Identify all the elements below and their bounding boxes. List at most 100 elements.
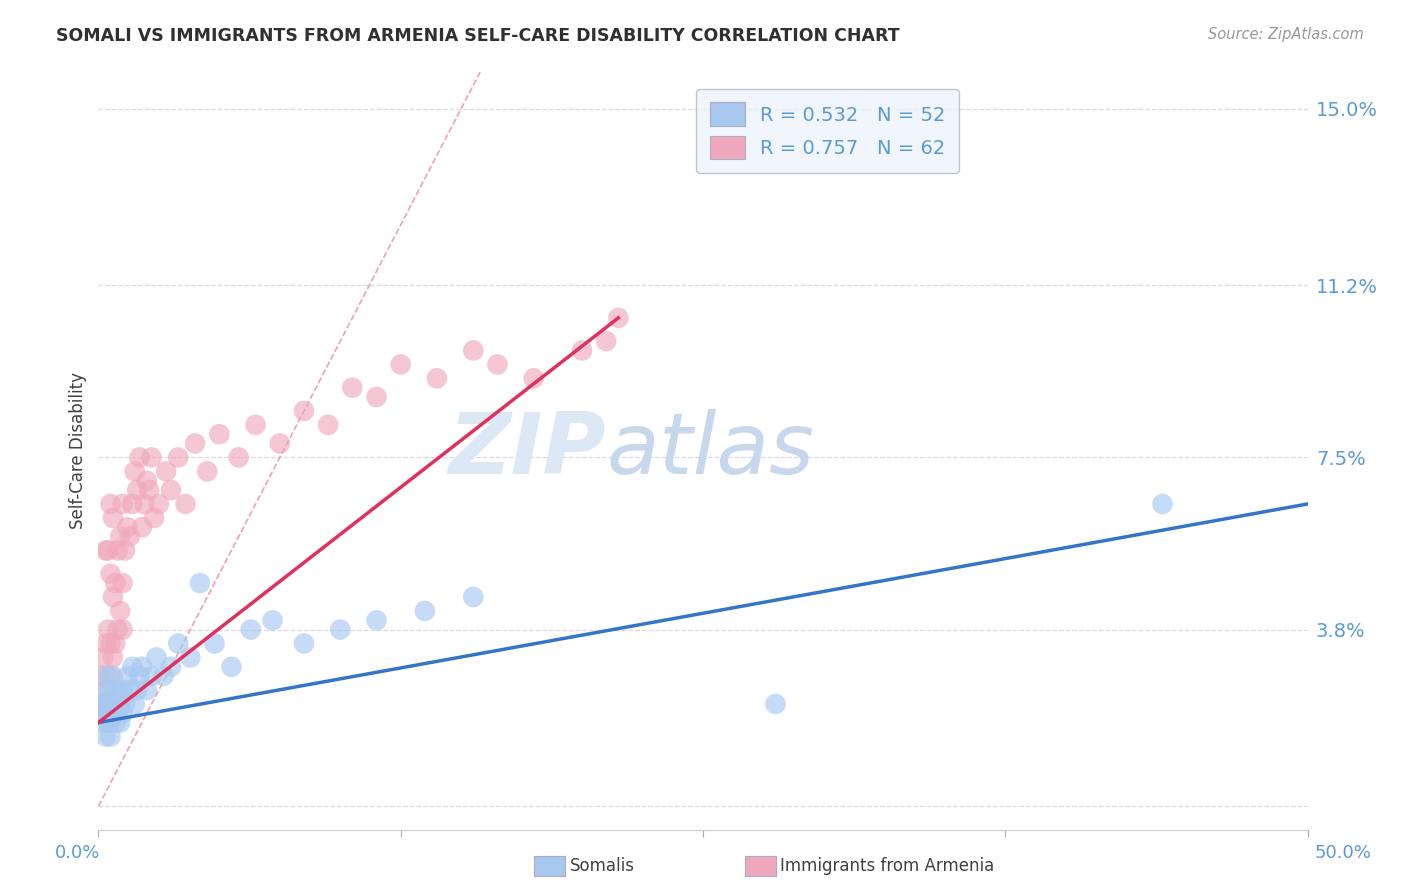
Point [117, 520, 139, 534]
Point [94, 543, 117, 558]
Point [571, 343, 593, 358]
Point [184, 436, 207, 450]
Point [94, 730, 117, 744]
Point [118, 683, 141, 698]
Point [101, 706, 124, 721]
Point [107, 543, 129, 558]
Point [366, 390, 388, 404]
Point [366, 613, 388, 627]
Point [104, 715, 127, 730]
Point [127, 483, 149, 497]
Point [135, 683, 157, 698]
Point [155, 464, 177, 478]
Point [413, 604, 436, 618]
Point [463, 343, 485, 358]
Point [91, 697, 114, 711]
Point [765, 697, 787, 711]
Point [90, 706, 112, 721]
Point [94, 669, 117, 683]
Text: ZIP: ZIP [449, 409, 606, 492]
Point [221, 659, 243, 673]
Legend: R = 0.532   N = 52, R = 0.757   N = 62: R = 0.532 N = 52, R = 0.757 N = 62 [696, 88, 959, 173]
Point [179, 650, 201, 665]
Point [292, 404, 315, 418]
Text: SOMALI VS IMMIGRANTS FROM ARMENIA SELF-CARE DISABILITY CORRELATION CHART: SOMALI VS IMMIGRANTS FROM ARMENIA SELF-C… [56, 27, 900, 45]
Point [128, 450, 150, 465]
Point [148, 497, 170, 511]
Point [269, 436, 291, 450]
Point [607, 310, 630, 325]
Point [100, 715, 122, 730]
Text: atlas: atlas [606, 409, 814, 492]
Point [239, 623, 262, 637]
Point [111, 706, 134, 721]
Point [111, 576, 134, 591]
Point [101, 590, 124, 604]
Point [114, 697, 136, 711]
Text: 0.0%: 0.0% [55, 844, 100, 862]
Point [90, 669, 112, 683]
Point [107, 706, 129, 721]
Point [292, 636, 315, 650]
Point [111, 683, 134, 698]
Point [167, 450, 190, 465]
Point [91, 715, 114, 730]
Point [97, 697, 120, 711]
Point [145, 650, 167, 665]
Point [121, 659, 143, 673]
Point [108, 697, 131, 711]
Point [329, 623, 352, 637]
Point [135, 474, 157, 488]
Point [97, 623, 120, 637]
Point [228, 450, 250, 465]
Point [91, 697, 114, 711]
Y-axis label: Self-Care Disability: Self-Care Disability [69, 372, 87, 529]
Point [104, 576, 127, 591]
Point [245, 417, 267, 432]
Point [342, 381, 364, 395]
Point [463, 590, 485, 604]
Text: Somalis: Somalis [569, 857, 634, 875]
Point [97, 715, 120, 730]
Point [100, 566, 122, 581]
Point [100, 497, 122, 511]
Point [152, 669, 174, 683]
Point [107, 623, 129, 637]
Text: 50.0%: 50.0% [1315, 844, 1371, 862]
Point [138, 483, 160, 497]
Point [101, 511, 124, 525]
Point [108, 715, 131, 730]
Text: Immigrants from Armenia: Immigrants from Armenia [780, 857, 994, 875]
Point [595, 334, 617, 348]
Point [90, 706, 112, 721]
Point [107, 683, 129, 698]
Point [104, 697, 127, 711]
Point [111, 497, 134, 511]
Point [389, 358, 412, 372]
Point [94, 636, 117, 650]
Point [316, 417, 339, 432]
Point [121, 497, 143, 511]
Point [104, 683, 127, 698]
Point [208, 427, 231, 442]
Point [108, 604, 131, 618]
Point [160, 659, 183, 673]
Point [523, 371, 546, 385]
Point [262, 613, 284, 627]
Point [101, 697, 124, 711]
Point [100, 669, 122, 683]
Point [1152, 497, 1174, 511]
Point [195, 464, 218, 478]
Point [426, 371, 449, 385]
Point [141, 450, 163, 465]
Text: Source: ZipAtlas.com: Source: ZipAtlas.com [1208, 27, 1364, 42]
Point [117, 669, 139, 683]
Point [100, 697, 122, 711]
Point [486, 358, 509, 372]
Point [167, 636, 190, 650]
Point [114, 543, 136, 558]
Point [118, 529, 141, 543]
Point [160, 483, 183, 497]
Point [143, 511, 166, 525]
Point [174, 497, 197, 511]
